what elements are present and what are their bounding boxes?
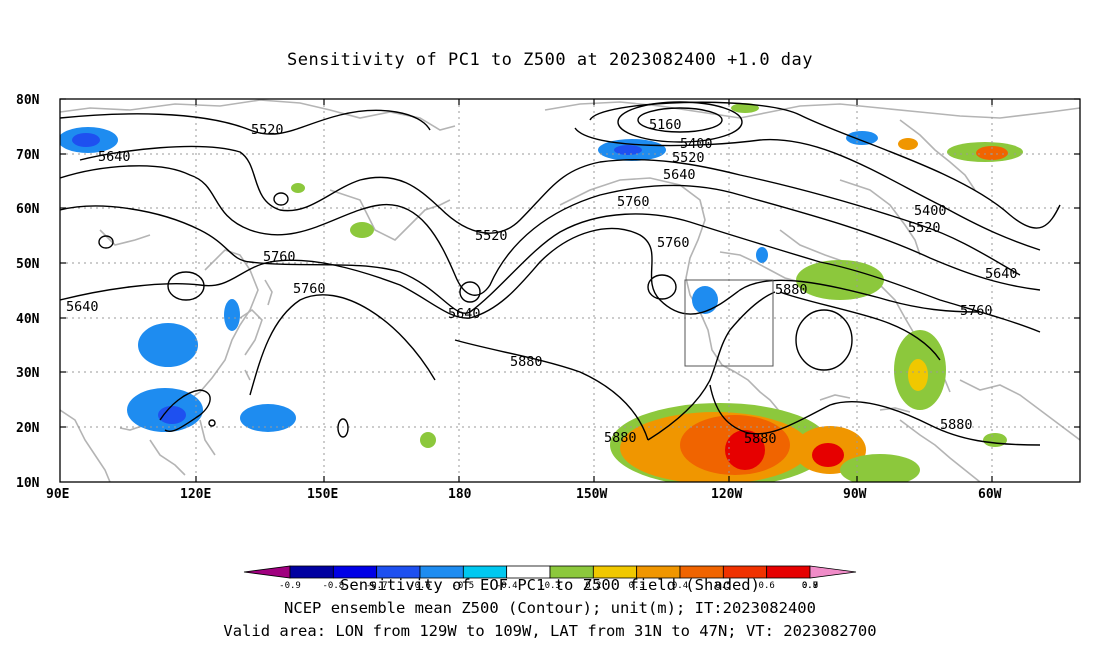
contour-label: 5880	[510, 354, 543, 370]
colorbar-tick-label: 0.5	[715, 581, 731, 591]
contour-label: 5640	[985, 266, 1018, 282]
colorbar-right-arrow	[809, 565, 857, 579]
lat-label: 10N	[16, 476, 40, 491]
z500-contours	[60, 101, 1061, 446]
colorbar-tick-label: 0.8	[802, 581, 818, 591]
plot-frame	[59, 98, 1081, 483]
caption-valid-area: Valid area: LON from 129W to 109W, LAT f…	[223, 622, 877, 640]
colorbar-tick-label: -0.9	[279, 581, 301, 591]
colorbar-tick-label: -0.6	[409, 581, 431, 591]
colorbar-tick-label: 0.7	[802, 581, 818, 591]
lon-label: 120W	[711, 487, 742, 502]
lon-label: 180	[448, 487, 472, 502]
contour-label: 5520	[251, 122, 284, 138]
colorbar-tick-label: -0.8	[322, 581, 344, 591]
contour-label: 5640	[663, 167, 696, 183]
lat-label: 50N	[16, 257, 40, 272]
caption-contour: NCEP ensemble mean Z500 (Contour); unit(…	[284, 599, 816, 617]
contour-label: 5520	[672, 150, 705, 166]
contour-label: 5400	[680, 136, 713, 152]
colorbar-tick-label: 0.6	[759, 581, 775, 591]
contour-label: 5760	[293, 281, 326, 297]
coastlines	[60, 99, 1080, 482]
contour-label: 5640	[98, 149, 131, 165]
contour-label: 5400	[914, 203, 947, 219]
contour-label: 5760	[657, 235, 690, 251]
valid-area-box	[684, 279, 774, 367]
colorbar-tick-label: 0.4	[672, 581, 688, 591]
lon-label: 60W	[978, 487, 1002, 502]
lon-label: 90E	[46, 487, 69, 502]
contour-label: 5160	[649, 117, 682, 133]
contour-label: 5520	[908, 220, 941, 236]
grid-lines	[60, 99, 1080, 482]
colorbar-tick-label: -0.3	[539, 581, 561, 591]
sensitivity-shading	[60, 103, 1023, 482]
lat-axis-labels: 80N 70N 60N 50N 40N 30N 20N 10N	[16, 93, 40, 491]
contour-label: 5640	[448, 306, 481, 322]
contour-label: 5760	[263, 249, 296, 265]
contour-label: 5760	[617, 194, 650, 210]
lat-label: 70N	[16, 148, 40, 163]
contour-label: 5880	[604, 430, 637, 446]
lon-axis-labels: 90E 120E 150E 180 150W 120W 90W 60W	[46, 487, 1002, 502]
lat-label: 40N	[16, 312, 40, 327]
axis-ticks	[60, 98, 1080, 482]
contour-labels: 5160 5400 5400 5520 5520 5520 5520 5640 …	[66, 117, 1018, 447]
colorbar-tick-label: 0.9	[802, 581, 818, 591]
lon-label: 150W	[576, 487, 607, 502]
lon-label: 120E	[180, 487, 211, 502]
colorbar-tick-label: -0.4	[496, 581, 518, 591]
contour-label: 5520	[475, 228, 508, 244]
lat-label: 30N	[16, 366, 40, 381]
colorbar-tick-label: -0.5	[452, 581, 474, 591]
contour-label: 5880	[744, 431, 777, 447]
plot-title: Sensitivity of PC1 to Z500 at 2023082400…	[286, 50, 813, 70]
lon-label: 90W	[843, 487, 867, 502]
contour-label: 5640	[66, 299, 99, 315]
lon-label: 150E	[307, 487, 338, 502]
colorbar-tick-label: 0.3	[629, 581, 645, 591]
contour-label: 5760	[960, 303, 993, 319]
colorbar-tick-label: 0.2	[585, 581, 601, 591]
contour-label: 5880	[775, 282, 808, 298]
colorbar: -0.9 -0.8 -0.7 -0.6 -0.5 -0.4 -0.3 0.2 0.3 0.4 0.5…	[243, 565, 857, 591]
lat-label: 80N	[16, 93, 40, 108]
lat-label: 60N	[16, 202, 40, 217]
lat-label: 20N	[16, 421, 40, 436]
contour-label: 5880	[940, 417, 973, 433]
colorbar-tick-label: -0.7	[366, 581, 388, 591]
caption-shaded: Sensitivity of EOF PC1 to Z500 field (Sh…	[340, 576, 760, 594]
